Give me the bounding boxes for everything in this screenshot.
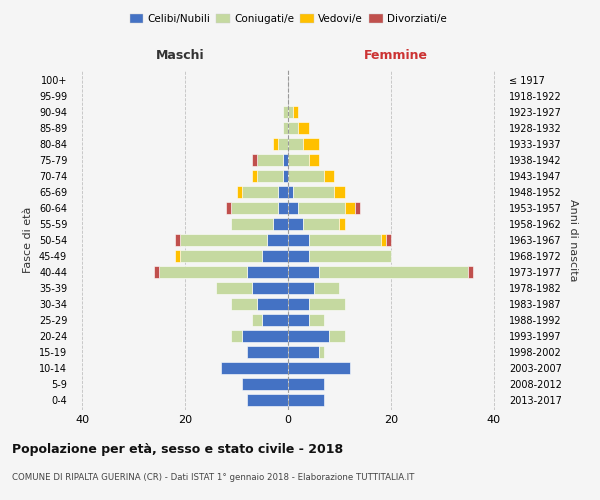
Bar xyxy=(232,202,278,214)
Bar xyxy=(262,314,288,326)
Bar xyxy=(216,282,252,294)
Bar xyxy=(252,314,262,326)
Bar xyxy=(288,266,319,278)
Bar xyxy=(257,298,288,310)
Bar xyxy=(288,202,298,214)
Bar xyxy=(380,234,386,246)
Bar xyxy=(386,234,391,246)
Bar xyxy=(283,154,288,166)
Bar xyxy=(272,218,288,230)
Bar xyxy=(288,234,308,246)
Bar xyxy=(160,266,247,278)
Bar xyxy=(288,186,293,198)
Bar xyxy=(355,202,360,214)
Bar xyxy=(288,298,308,310)
Bar xyxy=(288,250,308,262)
Bar xyxy=(257,154,283,166)
Bar xyxy=(308,250,391,262)
Y-axis label: Anni di nascita: Anni di nascita xyxy=(568,198,578,281)
Bar xyxy=(226,202,232,214)
Bar xyxy=(319,266,468,278)
Bar xyxy=(329,330,344,342)
Bar xyxy=(293,186,334,198)
Bar xyxy=(314,282,340,294)
Bar xyxy=(288,154,308,166)
Text: Femmine: Femmine xyxy=(364,49,428,62)
Bar xyxy=(247,394,288,406)
Bar xyxy=(283,106,288,118)
Bar xyxy=(288,314,308,326)
Bar xyxy=(154,266,160,278)
Bar xyxy=(340,218,344,230)
Bar xyxy=(298,202,344,214)
Text: COMUNE DI RIPALTA GUERINA (CR) - Dati ISTAT 1° gennaio 2018 - Elaborazione TUTTI: COMUNE DI RIPALTA GUERINA (CR) - Dati IS… xyxy=(12,472,415,482)
Bar xyxy=(304,218,340,230)
Bar xyxy=(319,346,324,358)
Bar xyxy=(180,250,262,262)
Bar xyxy=(288,122,298,134)
Bar xyxy=(308,314,324,326)
Bar xyxy=(288,282,314,294)
Bar xyxy=(278,186,288,198)
Bar xyxy=(288,346,319,358)
Bar xyxy=(304,138,319,150)
Bar xyxy=(242,186,278,198)
Bar xyxy=(252,154,257,166)
Bar xyxy=(288,138,304,150)
Bar xyxy=(288,170,324,182)
Text: Popolazione per età, sesso e stato civile - 2018: Popolazione per età, sesso e stato civil… xyxy=(12,442,343,456)
Bar xyxy=(221,362,288,374)
Bar xyxy=(242,330,288,342)
Bar xyxy=(288,330,329,342)
Bar xyxy=(334,186,344,198)
Bar xyxy=(293,106,298,118)
Bar xyxy=(236,186,242,198)
Text: Maschi: Maschi xyxy=(155,49,205,62)
Bar xyxy=(252,170,257,182)
Bar xyxy=(232,298,257,310)
Bar xyxy=(232,330,242,342)
Bar xyxy=(232,218,272,230)
Bar xyxy=(283,122,288,134)
Bar xyxy=(288,378,324,390)
Bar xyxy=(175,250,180,262)
Bar xyxy=(298,122,308,134)
Bar xyxy=(262,250,288,262)
Y-axis label: Fasce di età: Fasce di età xyxy=(23,207,33,273)
Bar xyxy=(272,138,278,150)
Bar xyxy=(283,170,288,182)
Bar xyxy=(247,266,288,278)
Bar xyxy=(308,154,319,166)
Bar xyxy=(278,138,288,150)
Bar xyxy=(252,282,288,294)
Bar xyxy=(288,106,293,118)
Bar xyxy=(308,234,380,246)
Bar xyxy=(468,266,473,278)
Bar xyxy=(344,202,355,214)
Bar xyxy=(257,170,283,182)
Bar xyxy=(288,218,304,230)
Bar xyxy=(242,378,288,390)
Bar xyxy=(288,394,324,406)
Bar xyxy=(175,234,180,246)
Bar xyxy=(278,202,288,214)
Bar xyxy=(288,362,350,374)
Bar xyxy=(180,234,268,246)
Legend: Celibi/Nubili, Coniugati/e, Vedovi/e, Divorziati/e: Celibi/Nubili, Coniugati/e, Vedovi/e, Di… xyxy=(125,10,451,29)
Bar xyxy=(324,170,334,182)
Bar xyxy=(268,234,288,246)
Bar xyxy=(308,298,344,310)
Bar xyxy=(247,346,288,358)
